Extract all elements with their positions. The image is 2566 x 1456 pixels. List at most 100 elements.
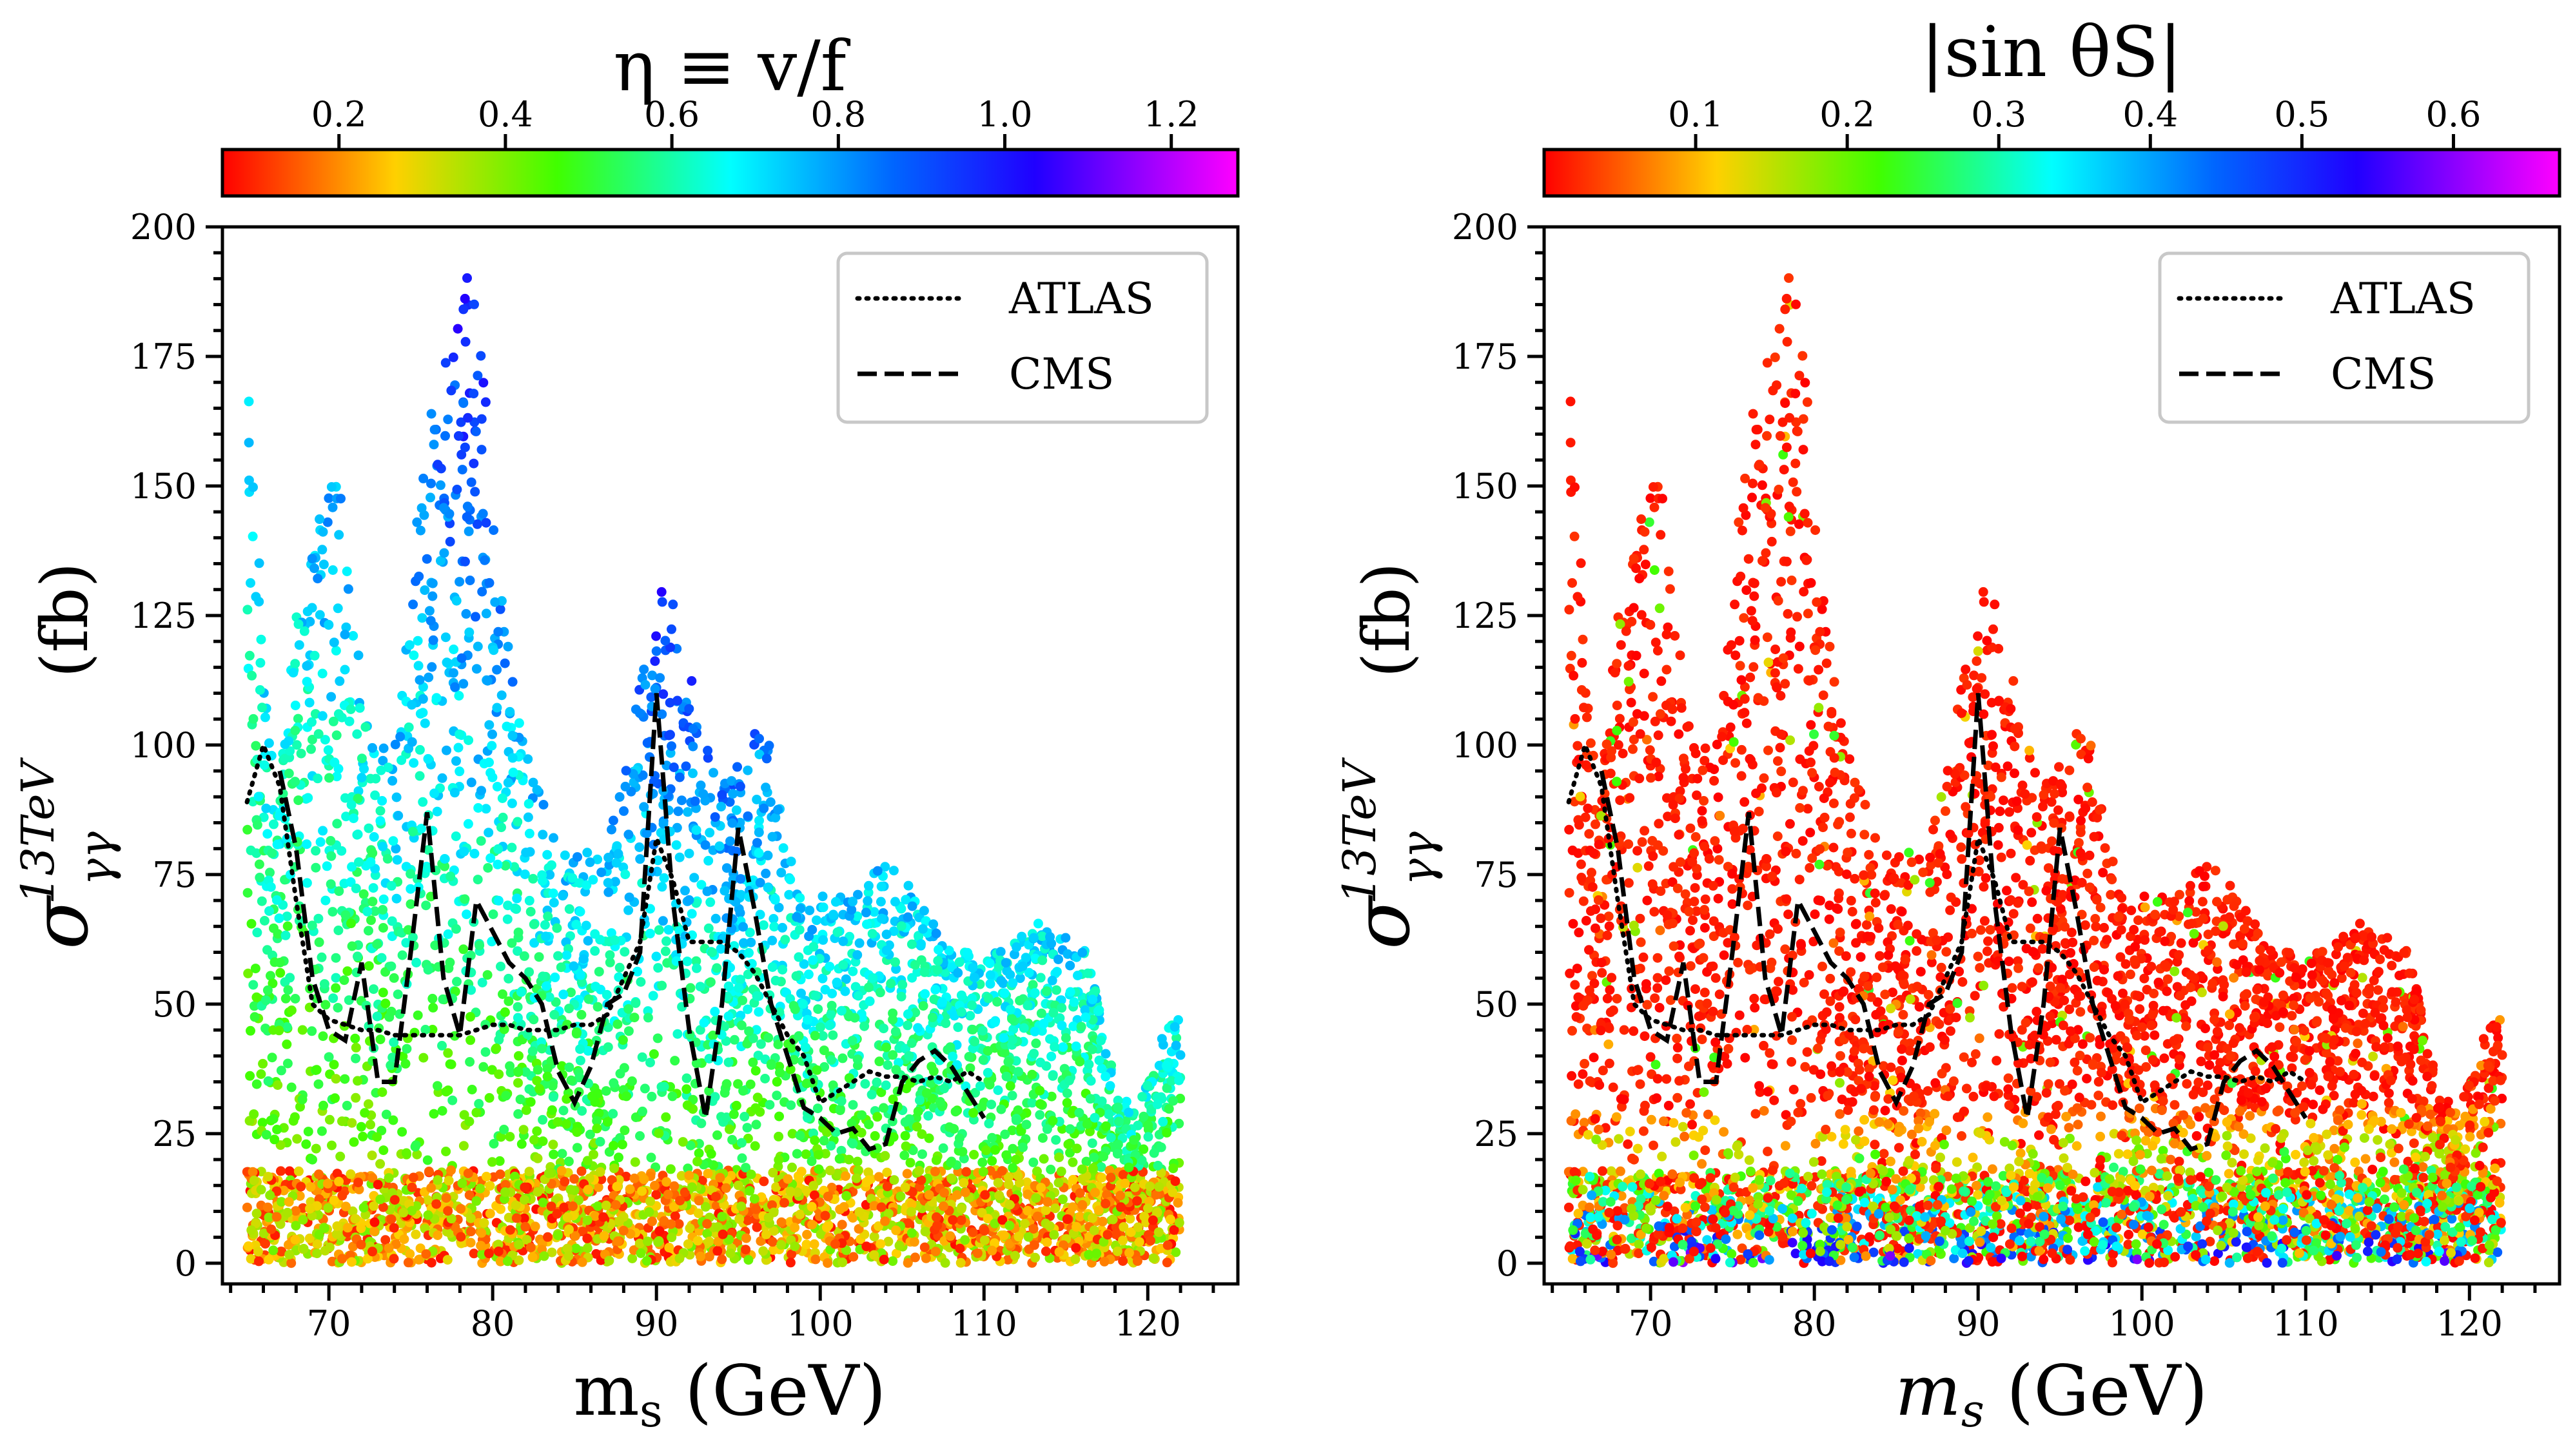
data-point: [618, 1140, 627, 1149]
data-point: [467, 1085, 477, 1094]
data-point: [1088, 1138, 1097, 1148]
data-point: [792, 912, 801, 922]
data-point: [475, 940, 484, 950]
data-point: [682, 1073, 692, 1083]
data-point: [514, 1051, 524, 1061]
data-point: [1014, 1232, 1024, 1241]
data-point: [630, 1013, 640, 1022]
data-point: [827, 1055, 836, 1065]
data-point: [284, 1250, 294, 1259]
data-point: [680, 886, 690, 895]
data-point: [642, 1256, 652, 1266]
data-point: [337, 1191, 347, 1201]
data-point: [772, 1091, 781, 1100]
data-point: [996, 947, 1006, 956]
data-point: [698, 789, 708, 799]
data-point: [350, 1034, 360, 1043]
data-point: [854, 991, 863, 1001]
data-point: [690, 797, 700, 806]
data-point: [456, 1204, 465, 1214]
data-point: [460, 895, 469, 904]
data-point: [789, 1001, 799, 1011]
data-point: [1064, 1076, 1074, 1085]
data-point: [861, 908, 871, 917]
data-point: [451, 924, 461, 934]
data-point: [375, 1194, 385, 1204]
data-point: [705, 1237, 714, 1247]
data-point: [287, 1083, 297, 1092]
data-point: [984, 1119, 994, 1129]
data-point: [571, 920, 581, 929]
data-point: [348, 631, 358, 641]
data-point: [948, 1215, 957, 1225]
data-point: [242, 605, 252, 614]
data-point: [582, 848, 592, 857]
data-point: [999, 1033, 1008, 1043]
data-point: [1149, 1254, 1159, 1263]
data-point: [473, 642, 483, 652]
data-point: [837, 1006, 847, 1016]
data-point: [418, 474, 428, 483]
data-point: [292, 1134, 302, 1144]
data-point: [752, 838, 762, 848]
data-point: [593, 1201, 603, 1211]
data-point: [526, 907, 536, 917]
data-point: [449, 645, 458, 654]
data-point: [260, 916, 269, 926]
data-point: [525, 1167, 534, 1176]
data-point: [807, 925, 817, 935]
data-point: [1006, 1081, 1015, 1091]
data-point: [575, 1044, 585, 1054]
data-point: [528, 1252, 538, 1262]
data-point: [524, 813, 533, 822]
data-point: [497, 690, 507, 700]
data-point: [864, 1175, 874, 1185]
data-point: [734, 1214, 744, 1224]
data-point: [1086, 1076, 1096, 1086]
data-point: [649, 1049, 659, 1059]
data-point: [916, 939, 926, 949]
data-point: [886, 979, 896, 989]
data-point: [484, 757, 494, 767]
data-point: [331, 1074, 341, 1083]
data-point: [881, 1080, 891, 1090]
data-point: [1057, 1021, 1067, 1031]
data-point: [425, 606, 435, 616]
colorbar-ticks: [339, 134, 1171, 150]
data-point: [452, 485, 462, 494]
data-point: [540, 1251, 549, 1261]
data-point: [308, 603, 317, 613]
data-point: [920, 1243, 930, 1252]
data-point: [890, 897, 900, 907]
data-point: [1089, 1152, 1099, 1162]
data-point: [520, 951, 529, 961]
data-point: [907, 1038, 917, 1048]
data-point: [378, 842, 387, 851]
data-point: [427, 1258, 436, 1268]
data-point: [498, 813, 508, 822]
data-point: [746, 938, 756, 947]
data-point: [529, 778, 538, 788]
data-point: [663, 1190, 673, 1199]
data-point: [888, 1256, 897, 1266]
data-point: [730, 1035, 739, 1045]
data-point: [933, 965, 943, 975]
data-point: [442, 1087, 451, 1096]
data-point: [516, 987, 526, 997]
data-point: [424, 754, 433, 764]
data-point: [808, 1181, 818, 1190]
data-point: [408, 827, 418, 837]
data-point: [353, 1178, 363, 1187]
data-point: [932, 1221, 942, 1230]
data-point: [354, 857, 364, 867]
data-point: [1014, 1105, 1023, 1115]
data-point: [513, 817, 522, 827]
data-point: [563, 1212, 573, 1222]
data-point: [481, 1047, 491, 1057]
data-point: [262, 945, 272, 955]
data-point: [388, 1116, 398, 1125]
data-point: [987, 1246, 997, 1256]
data-point: [994, 1085, 1003, 1095]
data-point: [1036, 1183, 1046, 1192]
data-point: [1088, 1045, 1097, 1054]
